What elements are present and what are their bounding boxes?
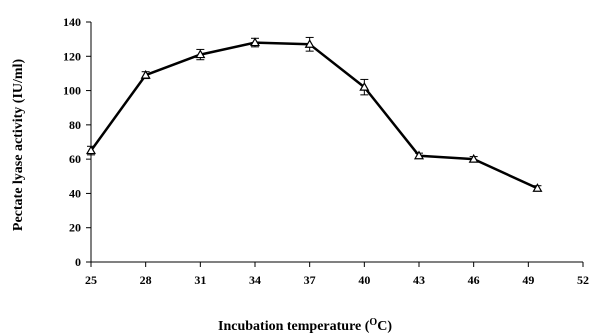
x-tick-label: 52 (577, 273, 589, 287)
x-tick-label: 31 (194, 273, 206, 287)
data-point-marker (359, 81, 370, 91)
x-tick-label: 40 (358, 273, 370, 287)
x-tick-label: 28 (140, 273, 152, 287)
data-point-marker (413, 150, 425, 160)
y-tick-label: 60 (69, 152, 81, 166)
data-point-marker (85, 145, 97, 155)
y-tick-label: 20 (69, 221, 81, 235)
axes (90, 22, 583, 263)
y-tick-label: 140 (63, 15, 81, 29)
y-tick-label: 120 (63, 49, 81, 63)
error-bars (87, 36, 542, 192)
y-tick-label: 100 (63, 84, 81, 98)
x-axis-title-main: Incubation temperature ( (218, 319, 370, 334)
data-point-marker (140, 69, 151, 79)
x-tick-label: 49 (522, 273, 534, 287)
data-point-marker (249, 37, 261, 47)
x-axis-title-end: C) (377, 319, 392, 334)
y-tick-label: 40 (69, 186, 81, 200)
y-tick-label: 80 (69, 118, 81, 132)
x-axis-title: Incubation temperature (OC) (218, 317, 392, 334)
data-markers (85, 37, 543, 192)
x-axis-title-sup: O (369, 317, 377, 328)
series-line (89, 41, 538, 190)
data-point-marker (304, 39, 315, 48)
x-tick-label: 46 (468, 273, 480, 287)
x-tick-label: 43 (413, 273, 425, 287)
y-ticks: 0 20 40 60 80 100 120 140 (63, 15, 91, 269)
x-ticks: 25 28 31 34 37 40 43 46 49 52 (85, 262, 589, 287)
x-tick-label: 34 (249, 273, 261, 287)
data-point-marker (195, 49, 206, 59)
y-tick-label: 0 (75, 255, 81, 269)
x-tick-label: 37 (304, 273, 316, 287)
data-point-marker (532, 183, 543, 192)
y-axis-title: Pectate lyase activity (IU/ml) (11, 59, 26, 232)
data-point-marker (468, 153, 479, 163)
x-tick-label: 25 (85, 273, 97, 287)
